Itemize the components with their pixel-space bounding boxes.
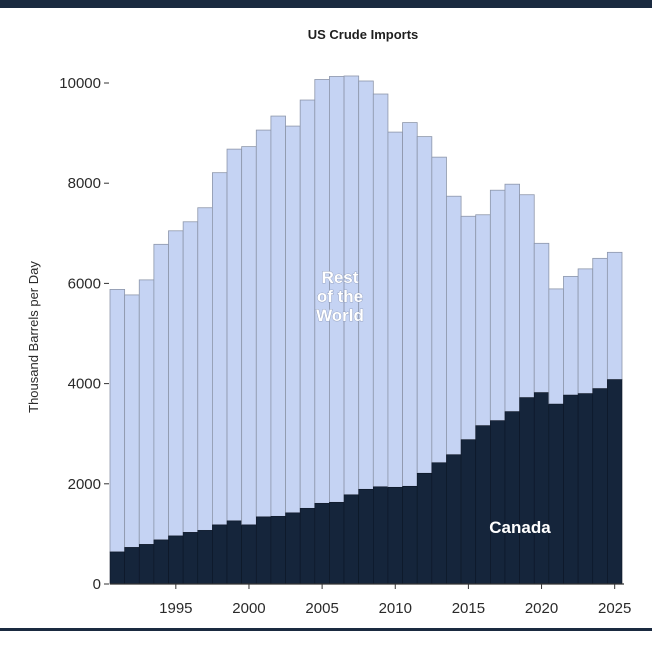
bar-rest-of-world-2018: [504, 183, 521, 413]
bar-canada-2000: [241, 524, 257, 585]
bar-rest-of-world-2020: [533, 242, 550, 394]
bar-canada-1995: [168, 535, 184, 585]
bottom-rule: [0, 628, 652, 631]
bar-canada-1992: [124, 547, 140, 585]
bar-rest-of-world-1993: [138, 279, 155, 545]
bar-rest-of-world-1997: [197, 207, 213, 531]
bar-rest-of-world-1992: [124, 294, 140, 548]
y-tick-label-4000: 4000: [68, 376, 101, 393]
bar-rest-of-world-2014: [446, 195, 462, 456]
bar-rest-of-world-2003: [285, 125, 301, 514]
bar-canada-2001: [255, 516, 272, 585]
y-tick-label-0: 0: [93, 576, 101, 593]
rest-of-world-label: Rest of the World: [316, 268, 364, 325]
bar-rest-of-world-1999: [226, 148, 243, 522]
bar-canada-2003: [285, 512, 301, 585]
y-tick-label-6000: 6000: [68, 275, 101, 292]
bar-canada-2020: [533, 392, 550, 585]
bar-canada-1997: [197, 530, 213, 585]
x-tick-label-1995: 1995: [159, 600, 192, 617]
bar-canada-2019: [519, 397, 535, 585]
chart-title: US Crude Imports: [308, 27, 419, 42]
bar-rest-of-world-2012: [416, 136, 433, 474]
x-tick-label-2000: 2000: [232, 600, 265, 617]
bar-rest-of-world-2011: [402, 122, 418, 487]
bar-rest-of-world-1995: [168, 230, 184, 537]
bar-canada-2024: [592, 388, 608, 585]
bar-canada-2018: [504, 411, 520, 585]
bar-rest-of-world-1998: [211, 172, 228, 526]
axes-group: 0 2000 4000 6000 8000 10000 1995 2000 2005 2010 20…: [59, 75, 631, 617]
bar-canada-1996: [182, 532, 199, 585]
x-tick-label-2020: 2020: [525, 600, 558, 617]
bar-canada-2006: [329, 502, 345, 585]
bar-canada-2010: [387, 487, 403, 585]
bar-canada-2011: [402, 486, 418, 585]
bar-canada-2012: [416, 472, 433, 585]
top-rule: [0, 0, 652, 8]
bar-rest-of-world-2025: [606, 251, 623, 380]
y-tick-label-8000: 8000: [68, 175, 101, 192]
bar-rest-of-world-1996: [182, 221, 199, 533]
bar-canada-2009: [373, 486, 389, 585]
bar-rest-of-world-2010: [387, 131, 403, 488]
bar-canada-2002: [270, 516, 286, 585]
x-tick-label-2005: 2005: [305, 600, 338, 617]
bar-canada-2014: [446, 454, 462, 585]
bar-canada-2016: [475, 425, 491, 585]
bar-canada-2017: [490, 420, 506, 585]
y-tick-label-10000: 10000: [59, 75, 101, 92]
bar-canada-2007: [343, 494, 359, 585]
bar-rest-of-world-2004: [299, 99, 316, 509]
bar-rest-of-world-2024: [592, 257, 608, 390]
bar-canada-2004: [299, 508, 316, 585]
bar-rest-of-world-2009: [372, 93, 389, 488]
bar-rest-of-world-2002: [270, 115, 286, 517]
y-axis-label: Thousand Barrels per Day: [26, 261, 41, 413]
bar-rest-of-world-2000: [241, 146, 257, 526]
bar-canada-2025: [607, 379, 623, 585]
bar-rest-of-world-2016: [475, 214, 491, 427]
bars-group: [109, 75, 623, 585]
rest-of-world-label-line: World: [316, 306, 364, 325]
bar-canada-2022: [563, 394, 579, 585]
bar-canada-1993: [138, 544, 155, 585]
rest-of-world-label-line: Rest: [322, 268, 359, 287]
bar-rest-of-world-2008: [358, 80, 374, 490]
bar-rest-of-world-2015: [460, 215, 477, 441]
bar-rest-of-world-2013: [431, 156, 447, 464]
bar-canada-1998: [212, 524, 228, 585]
bar-canada-2008: [358, 489, 374, 585]
bar-canada-2021: [548, 403, 564, 585]
bar-canada-2013: [431, 462, 447, 585]
bar-rest-of-world-2022: [563, 275, 579, 396]
x-tick-label-2015: 2015: [452, 600, 485, 617]
y-tick-label-2000: 2000: [68, 476, 101, 493]
rest-of-world-label-line: of the: [317, 287, 363, 306]
bar-canada-1991: [109, 551, 125, 585]
x-tick-label-2025: 2025: [598, 600, 631, 617]
bar-rest-of-world-1994: [153, 243, 169, 541]
bar-rest-of-world-2023: [577, 268, 594, 395]
bar-rest-of-world-2021: [548, 288, 564, 405]
bar-canada-1994: [153, 539, 169, 585]
bar-canada-1999: [226, 520, 242, 585]
canada-label: Canada: [489, 518, 551, 537]
x-tick-label-2010: 2010: [379, 600, 412, 617]
labels-group: Canada Rest of the World: [316, 268, 552, 537]
bar-rest-of-world-1991: [109, 289, 126, 553]
bar-canada-2023: [577, 393, 594, 585]
bar-canada-2015: [460, 439, 477, 585]
bar-rest-of-world-2019: [519, 194, 535, 399]
bar-rest-of-world-2017: [489, 189, 506, 422]
bar-canada-2005: [314, 503, 330, 585]
bar-rest-of-world-2001: [255, 129, 272, 518]
